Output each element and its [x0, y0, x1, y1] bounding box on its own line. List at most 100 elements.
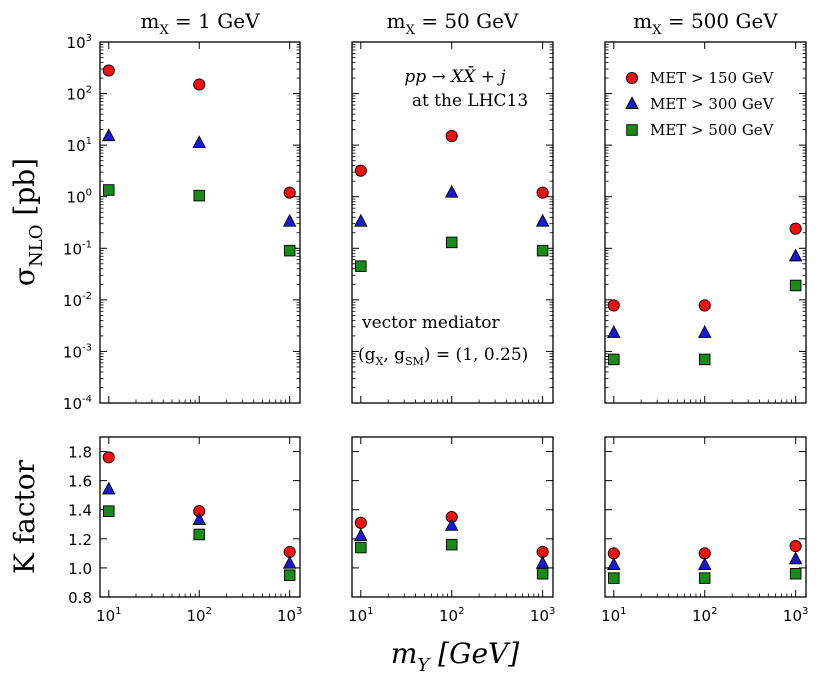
y-tick-label: 1.0 — [68, 560, 92, 578]
y-tick-label: 1.4 — [68, 502, 92, 520]
point-xs-met-150-col1-2 — [193, 78, 206, 91]
y-tick-label: 100 — [67, 188, 92, 207]
point-xs-met-150-col2-1 — [354, 164, 367, 177]
point-k-met-300-col2-3 — [535, 555, 550, 569]
legend-marker-met-150 — [625, 71, 639, 85]
point-xs-met-500-col3-3 — [789, 279, 802, 292]
y-tick-label: 1.2 — [68, 531, 92, 549]
panel-frame — [99, 41, 301, 404]
point-xs-met-300-col2-1 — [354, 213, 368, 227]
panel-frame — [604, 41, 807, 404]
point-k-met-150-col3-3 — [789, 540, 802, 553]
point-k-met-500-col1-3 — [283, 569, 296, 581]
point-xs-met-150-col3-2 — [698, 299, 711, 312]
panel-frame — [351, 436, 554, 598]
y-tick-label: 101 — [67, 136, 92, 155]
point-xs-met-300-col2-3 — [535, 213, 550, 227]
point-k-met-500-col2-3 — [536, 567, 549, 580]
column-title-2: mX = 50 GeV — [387, 9, 519, 38]
coupling-annotation: (gX, gSM) = (1, 0.25) — [358, 345, 528, 368]
panel-frame — [351, 41, 554, 404]
point-k-met-500-col2-2 — [445, 538, 458, 551]
point-xs-met-500-col3-2 — [698, 353, 711, 366]
legend-label-met-300: MET > 300 GeV — [650, 95, 775, 113]
x-tick-label: 101 — [96, 606, 121, 625]
point-xs-met-150-col2-3 — [536, 186, 549, 199]
point-k-met-300-col1-2 — [192, 512, 206, 525]
panel-frame — [604, 436, 807, 598]
panel-frame — [99, 436, 301, 598]
y-tick-label: 1.8 — [68, 444, 92, 462]
legend-marker-met-300 — [625, 96, 639, 110]
point-k-met-500-col3-3 — [789, 567, 802, 580]
point-k-met-150-col1-1 — [102, 451, 115, 464]
y-tick-label: 10-3 — [63, 342, 92, 361]
y-tick-label: 1.6 — [68, 473, 92, 491]
point-xs-met-300-col3-3 — [788, 248, 803, 262]
point-xs-met-500-col1-3 — [283, 244, 296, 257]
collider-annotation: at the LHC13 — [412, 91, 528, 111]
y-tick-label: 102 — [67, 85, 92, 104]
point-xs-met-500-col2-1 — [355, 260, 367, 272]
legend: MET > 150 GeV MET > 300 GeV MET > 500 GeV — [625, 69, 775, 139]
point-xs-met-500-col1-2 — [193, 189, 205, 202]
x-tick-label: 101 — [601, 606, 626, 625]
point-k-met-300-col3-3 — [788, 551, 803, 565]
point-k-met-300-col1-3 — [282, 555, 297, 569]
point-k-met-500-col3-1 — [608, 572, 620, 584]
point-xs-met-500-col2-2 — [445, 236, 458, 249]
point-xs-met-300-col2-2 — [444, 184, 459, 198]
column-title-3: mX = 500 GeV — [633, 9, 778, 38]
point-k-met-300-col3-1 — [607, 557, 621, 571]
point-xs-met-150-col1-3 — [283, 186, 296, 199]
k-factor-panel-2: 101 102 103 — [348, 436, 555, 625]
x-axis-title: mY [GeV] — [391, 637, 519, 676]
y-tick-label: 10-1 — [63, 239, 92, 258]
point-k-met-300-col2-1 — [354, 528, 368, 541]
point-k-met-300-col3-2 — [697, 557, 712, 571]
point-xs-met-300-col1-3 — [282, 213, 297, 227]
process-annotation: pp → XX̄ + j — [404, 65, 506, 87]
column-1: mX = 1 GeV 103 102 101 100 10-1 10-2 10-3 10-4 1.… — [63, 9, 303, 625]
point-k-met-300-col2-2 — [444, 517, 459, 531]
x-tick-label: 102 — [439, 606, 464, 625]
k-factor-panel-3: 101 102 103 — [601, 436, 808, 625]
point-xs-met-300-col1-1 — [102, 128, 116, 142]
y-tick-label: 10-2 — [63, 291, 92, 310]
legend-marker-met-500 — [626, 124, 638, 136]
column-3: mX = 500 GeV 101 102 103 — [601, 9, 808, 625]
point-xs-met-150-col3-1 — [607, 299, 620, 312]
y-tick-label: 0.8 — [68, 589, 92, 607]
cross-section-panel-3 — [604, 41, 807, 404]
point-k-met-500-col2-1 — [355, 541, 367, 554]
point-k-met-300-col1-1 — [102, 481, 116, 495]
x-tick-label: 101 — [348, 606, 373, 625]
point-xs-met-300-col3-1 — [607, 325, 621, 338]
x-tick-label: 103 — [530, 606, 555, 625]
point-k-met-500-col3-2 — [698, 572, 711, 584]
y-tick-label: 10-4 — [63, 394, 92, 413]
point-k-met-500-col1-2 — [193, 528, 205, 541]
mediator-annotation: vector mediator — [361, 313, 500, 333]
point-xs-met-500-col2-3 — [536, 244, 549, 257]
point-xs-met-150-col3-3 — [789, 222, 802, 235]
column-title-1: mX = 1 GeV — [140, 9, 260, 38]
legend-label-met-150: MET > 150 GeV — [650, 69, 775, 87]
y-tick-label: 103 — [67, 33, 92, 52]
point-k-met-500-col1-1 — [103, 505, 115, 517]
point-xs-met-150-col2-2 — [445, 130, 458, 143]
point-xs-met-500-col1-1 — [103, 184, 115, 196]
y-axis-title-bottom: K factor — [8, 459, 41, 574]
x-tick-label: 103 — [783, 606, 808, 625]
point-xs-met-300-col3-2 — [697, 325, 712, 338]
y-axis-title-top: σNLO [pb] — [8, 158, 47, 286]
cross-section-panel-2 — [351, 41, 554, 404]
cross-section-panel-1: 103 102 101 100 10-1 10-2 10-3 10-4 — [63, 33, 301, 413]
x-tick-label: 102 — [692, 606, 717, 625]
point-k-met-150-col2-1 — [354, 516, 367, 529]
x-tick-label: 103 — [277, 606, 302, 625]
x-tick-label: 102 — [186, 606, 211, 625]
